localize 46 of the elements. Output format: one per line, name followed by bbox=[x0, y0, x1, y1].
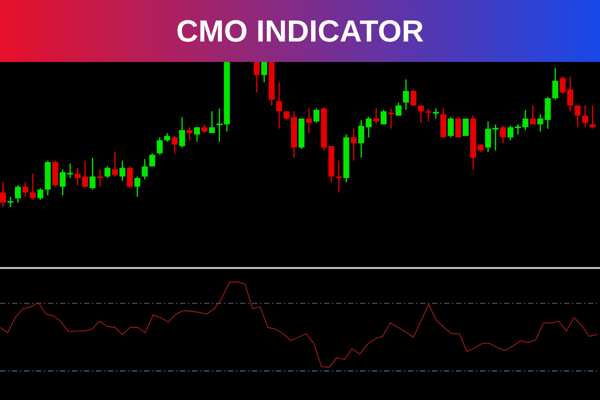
candlestick bbox=[156, 136, 163, 156]
candlestick bbox=[7, 196, 14, 208]
candlestick bbox=[97, 168, 103, 188]
candlestick bbox=[455, 116, 462, 138]
candlestick bbox=[530, 104, 536, 125]
candlestick bbox=[30, 173, 36, 200]
candlestick bbox=[126, 166, 133, 189]
candlestick bbox=[22, 182, 28, 198]
candlestick bbox=[52, 160, 58, 188]
candlestick bbox=[14, 184, 21, 204]
candlestick bbox=[276, 82, 282, 130]
candlestick bbox=[500, 125, 506, 144]
candlestick bbox=[396, 102, 402, 116]
candlestick bbox=[261, 61, 268, 83]
candlestick bbox=[104, 166, 110, 179]
candlestick bbox=[402, 78, 409, 110]
candlestick bbox=[208, 110, 215, 134]
candlestick bbox=[418, 104, 424, 124]
candlestick bbox=[313, 108, 320, 124]
candlestick bbox=[194, 126, 200, 142]
candlestick bbox=[380, 109, 387, 125]
candlestick bbox=[112, 151, 118, 178]
candlestick bbox=[0, 182, 6, 208]
candlestick bbox=[462, 118, 469, 137]
candlestick bbox=[448, 116, 454, 138]
candlestick bbox=[410, 88, 416, 106]
candlestick bbox=[336, 160, 342, 194]
candlestick bbox=[306, 108, 312, 134]
chart-title: CMO INDICATOR bbox=[177, 20, 424, 42]
candlestick bbox=[186, 126, 193, 141]
candlestick bbox=[37, 188, 44, 200]
candlestick bbox=[134, 176, 140, 198]
candlestick bbox=[119, 160, 126, 182]
candlestick bbox=[172, 135, 178, 154]
candlestick bbox=[432, 108, 440, 120]
candlestick bbox=[90, 157, 96, 190]
candlestick bbox=[179, 116, 186, 148]
candlestick bbox=[552, 67, 558, 100]
candlestick bbox=[142, 158, 148, 180]
candlestick bbox=[254, 61, 260, 94]
candlestick bbox=[388, 108, 394, 130]
candlestick bbox=[440, 108, 446, 138]
candlestick bbox=[373, 108, 380, 125]
candlestick bbox=[149, 152, 156, 167]
candlestick bbox=[582, 104, 588, 128]
candlestick bbox=[574, 104, 581, 128]
